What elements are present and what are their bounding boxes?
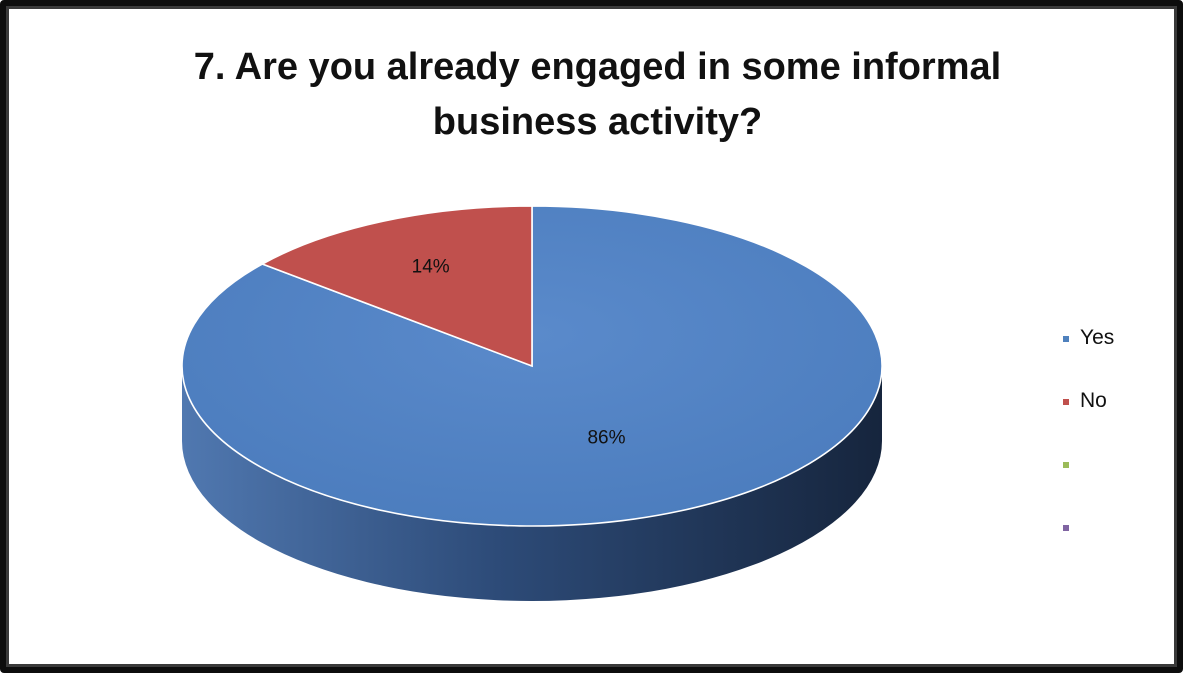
legend-item: Yes	[1058, 320, 1168, 352]
legend-swatch	[1063, 336, 1069, 342]
legend-swatch	[1063, 462, 1069, 468]
pie-side-wall	[182, 366, 882, 601]
legend-swatch	[1063, 399, 1069, 405]
legend-swatch	[1063, 525, 1069, 531]
legend-label: No	[1080, 389, 1107, 412]
legend: Yes No	[1058, 320, 1168, 572]
legend-label: Yes	[1080, 326, 1115, 349]
pie-chart: 86% 14%	[181, 205, 883, 601]
chart-title: 7. Are you already engaged in some infor…	[193, 46, 1002, 143]
data-label-yes: 86%	[587, 427, 625, 448]
legend-item	[1058, 446, 1168, 478]
legend-item	[1058, 509, 1168, 541]
legend-item: No	[1058, 383, 1168, 415]
data-label-no: 14%	[412, 257, 450, 278]
pie-slice-no	[260, 205, 533, 368]
